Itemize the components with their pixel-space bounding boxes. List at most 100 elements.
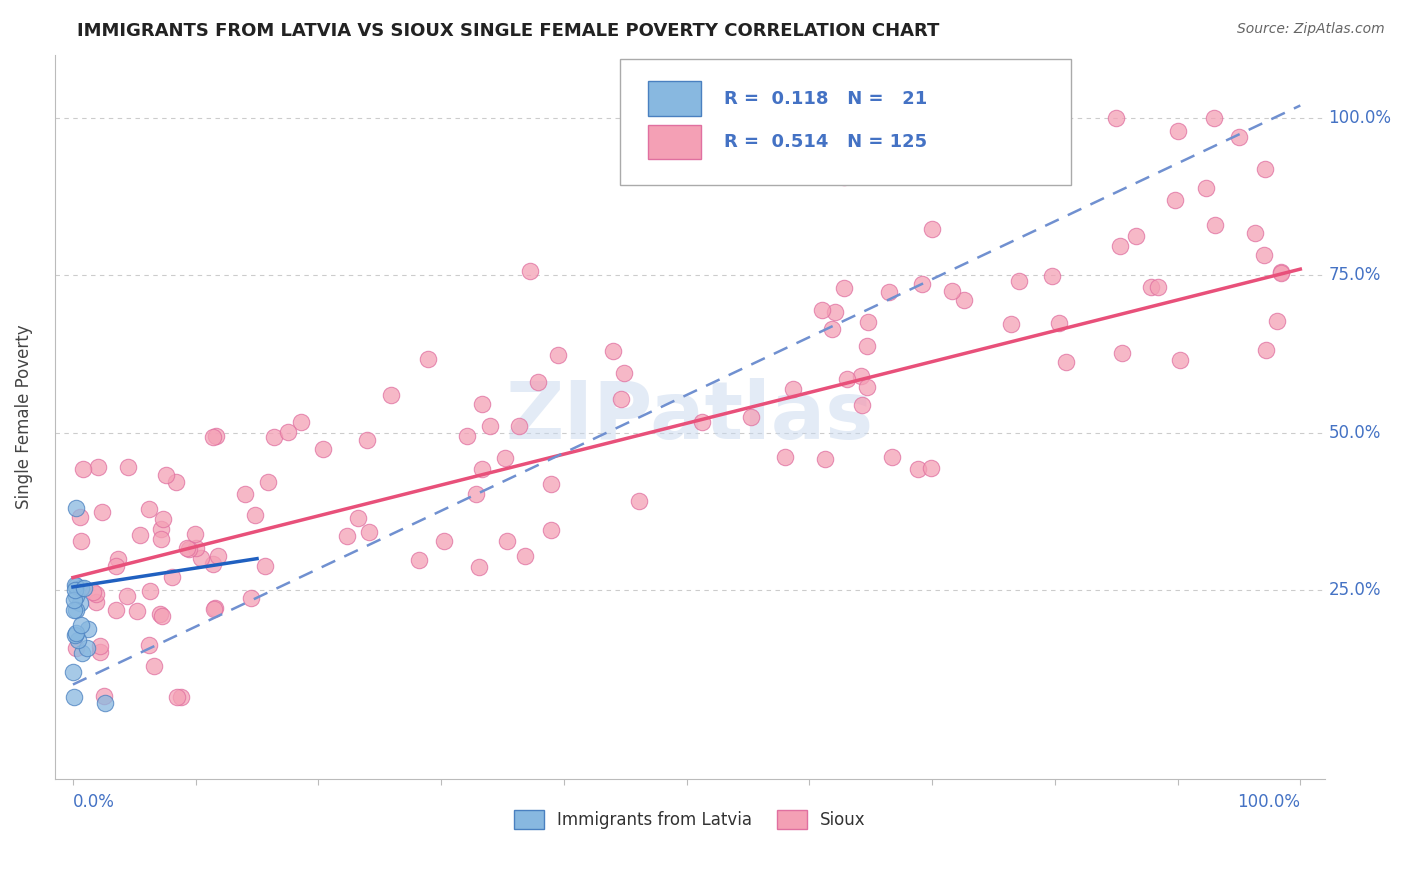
Text: R =  0.514   N = 125: R = 0.514 N = 125	[724, 133, 927, 151]
Point	[84, 594, 107, 608]
Point	[184, 526, 207, 541]
Point	[837, 372, 859, 386]
Point	[1244, 226, 1267, 240]
Point	[832, 170, 855, 185]
Point	[1168, 353, 1191, 368]
Point	[408, 552, 430, 566]
FancyBboxPatch shape	[620, 59, 1071, 186]
Point	[1047, 316, 1070, 330]
Point	[139, 583, 162, 598]
Point	[70, 534, 93, 549]
Point	[540, 523, 562, 537]
Point	[89, 645, 111, 659]
Point	[67, 633, 90, 648]
Text: ZIPatlas: ZIPatlas	[506, 378, 873, 456]
Point	[76, 640, 98, 655]
Point	[138, 638, 160, 652]
Text: 100.0%: 100.0%	[1237, 793, 1301, 811]
Text: 75.0%: 75.0%	[1329, 267, 1381, 285]
Point	[1125, 228, 1147, 243]
Point	[104, 603, 127, 617]
Text: 100.0%: 100.0%	[1329, 109, 1392, 127]
Point	[1253, 248, 1275, 262]
Point	[471, 462, 494, 476]
Point	[1270, 266, 1292, 280]
Point	[496, 534, 519, 549]
Point	[63, 603, 86, 617]
Point	[628, 493, 651, 508]
Point	[782, 383, 804, 397]
Point	[921, 221, 943, 235]
Point	[150, 522, 173, 536]
Point	[125, 604, 148, 618]
Point	[204, 601, 226, 615]
Point	[202, 602, 225, 616]
Point	[63, 583, 86, 598]
Point	[1008, 274, 1031, 288]
Point	[433, 533, 456, 548]
Point	[1265, 314, 1288, 328]
Point	[513, 549, 536, 564]
Point	[65, 579, 87, 593]
Point	[263, 430, 285, 444]
Text: 25.0%: 25.0%	[1329, 581, 1381, 599]
Point	[851, 369, 873, 384]
Point	[73, 581, 96, 595]
Point	[70, 646, 93, 660]
Point	[166, 690, 188, 705]
Point	[201, 558, 224, 572]
Point	[312, 442, 335, 456]
Point	[380, 387, 402, 401]
Point	[239, 591, 262, 606]
Point	[62, 690, 84, 705]
Point	[418, 352, 440, 367]
Point	[1227, 130, 1250, 145]
Point	[138, 502, 160, 516]
Text: Source: ZipAtlas.com: Source: ZipAtlas.com	[1237, 22, 1385, 37]
Point	[204, 428, 226, 442]
Point	[1147, 280, 1170, 294]
Point	[65, 602, 87, 616]
Point	[479, 419, 502, 434]
Point	[1254, 343, 1277, 358]
Point	[87, 459, 110, 474]
Point	[336, 529, 359, 543]
Point	[70, 618, 93, 632]
Point	[65, 628, 87, 642]
FancyBboxPatch shape	[648, 125, 702, 160]
Point	[254, 559, 277, 574]
Point	[142, 659, 165, 673]
Point	[257, 475, 280, 489]
Point	[613, 366, 636, 380]
Point	[82, 585, 104, 599]
Point	[84, 586, 107, 600]
Point	[740, 410, 762, 425]
Point	[170, 690, 193, 705]
Point	[832, 281, 855, 295]
Point	[177, 541, 200, 556]
Point	[93, 689, 115, 703]
Point	[1270, 265, 1292, 279]
Text: 50.0%: 50.0%	[1329, 424, 1381, 442]
Point	[201, 430, 224, 444]
Point	[1167, 123, 1189, 137]
Text: 0.0%: 0.0%	[73, 793, 115, 811]
Point	[508, 418, 530, 433]
Point	[820, 322, 842, 336]
Point	[104, 559, 127, 574]
Point	[540, 477, 562, 491]
Point	[824, 305, 846, 319]
Point	[1111, 345, 1133, 359]
Point	[941, 284, 963, 298]
Point	[602, 343, 624, 358]
Point	[494, 450, 516, 465]
Point	[468, 560, 491, 574]
Point	[1204, 218, 1226, 232]
Point	[547, 349, 569, 363]
Point	[356, 433, 378, 447]
Point	[880, 450, 903, 465]
Point	[851, 398, 873, 412]
Point	[952, 293, 974, 307]
Point	[70, 581, 93, 595]
Point	[150, 532, 173, 546]
